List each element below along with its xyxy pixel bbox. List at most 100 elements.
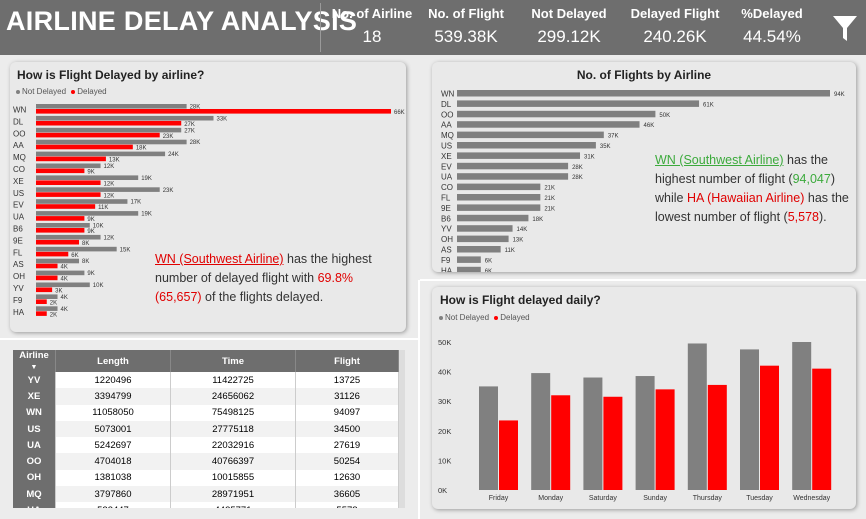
- column-header-flight[interactable]: Flight: [295, 350, 399, 372]
- bar-delayed: [36, 204, 96, 209]
- column-header-length[interactable]: Length: [55, 350, 171, 372]
- table-cell: 24656062: [170, 388, 296, 405]
- data-label: 31K: [584, 154, 595, 160]
- table-scrollbar[interactable]: [399, 350, 405, 508]
- bar: [457, 204, 541, 211]
- axis-tick-label: AA: [13, 141, 24, 150]
- axis-tick-label: Wednesday: [793, 495, 830, 502]
- axis-tick-label: 0K: [438, 486, 447, 495]
- data-label: 12K: [104, 235, 115, 241]
- bar-not-delayed: [36, 115, 214, 121]
- bar-not-delayed: [36, 175, 139, 180]
- bar-delayed: [36, 299, 47, 304]
- bar-not-delayed: [36, 163, 101, 169]
- table-cell: XE: [13, 388, 56, 405]
- bar-delayed: [36, 251, 69, 257]
- kpi-value: 44.54%: [743, 27, 801, 46]
- axis-tick-label: Sunday: [643, 495, 667, 502]
- data-label: 12K: [104, 193, 115, 199]
- data-label: 12K: [104, 164, 115, 170]
- bar: [457, 266, 481, 272]
- bar: [457, 246, 501, 253]
- table-cell: 27775118: [170, 420, 296, 438]
- bar-delayed: [36, 275, 58, 281]
- section-divider: [420, 279, 866, 281]
- data-label: 21K: [544, 206, 555, 212]
- filter-icon[interactable]: [832, 14, 858, 44]
- axis-tick-label: EV: [13, 201, 24, 210]
- flights-insight-note: WN (Southwest Airline) has the highest n…: [655, 151, 851, 227]
- data-label: 24K: [168, 152, 179, 158]
- table-cell: 5242697: [55, 437, 171, 454]
- axis-tick-label: US: [441, 142, 452, 151]
- table-cell: 1381038: [55, 469, 171, 487]
- bar-delayed: [36, 132, 160, 138]
- data-label: 14K: [517, 227, 528, 233]
- bar-delayed: [36, 144, 133, 150]
- data-label: 4K: [61, 295, 68, 301]
- table-cell: 31126: [295, 388, 399, 405]
- data-label: 17K: [130, 200, 141, 206]
- data-label: 6K: [71, 253, 78, 259]
- data-label: 9K: [87, 170, 94, 176]
- data-label: 37K: [608, 134, 619, 140]
- bar-not-delayed: [36, 223, 90, 228]
- axis-tick-label: OO: [441, 110, 453, 119]
- axis-tick-label: FL: [13, 248, 23, 257]
- axis-tick-label: FL: [441, 194, 451, 203]
- axis-tick-label: WN: [13, 106, 27, 115]
- data-label: 11K: [505, 248, 515, 254]
- data-label: 8K: [82, 259, 89, 265]
- bar: [457, 131, 604, 139]
- bar-delayed: [499, 420, 518, 490]
- bar-delayed: [36, 168, 85, 174]
- axis-tick-label: CO: [13, 165, 25, 174]
- column-header-airline[interactable]: Airline ▼: [13, 350, 56, 372]
- table-cell: 11058050: [55, 404, 171, 421]
- data-label: 4K: [61, 265, 68, 271]
- table-row[interactable]: HA52344744357715578: [13, 502, 399, 508]
- table-row[interactable]: WN 11058050 75498125 94097: [13, 404, 399, 421]
- bar-not-delayed: [740, 349, 759, 490]
- table-row[interactable]: US 5073001 27775118 34500: [13, 420, 399, 438]
- table-cell: OO: [13, 453, 56, 470]
- note-text: ).: [818, 210, 827, 224]
- legend-dot-delayed: [71, 89, 76, 94]
- axis-tick-label: UA: [13, 213, 25, 222]
- axis-tick-label: 20K: [438, 427, 451, 436]
- legend-dot-not-delayed: [16, 89, 20, 94]
- note-percent: 69.8%: [317, 271, 354, 285]
- table-cell: US: [13, 420, 56, 438]
- legend-label: Delayed: [500, 313, 530, 322]
- bar-delayed: [551, 395, 571, 490]
- data-label: 19K: [141, 176, 152, 182]
- table-row[interactable]: MQ 3797860 28971951 36605: [13, 486, 399, 503]
- table-cell: 5073001: [55, 420, 171, 438]
- table-row[interactable]: XE 3394799 24656062 31126: [13, 388, 399, 405]
- bar: [457, 183, 541, 191]
- bar-not-delayed: [36, 187, 160, 192]
- axis-tick-label: 30K: [438, 397, 451, 406]
- table-row[interactable]: OO 4704018 40766397 50254: [13, 453, 399, 470]
- column-header-time[interactable]: Time: [170, 350, 296, 372]
- bar-not-delayed: [36, 199, 128, 204]
- table-cell: WN: [13, 404, 56, 421]
- legend-dot-delayed: [494, 315, 499, 320]
- axis-tick-label: OH: [441, 235, 453, 244]
- bar: [457, 152, 581, 159]
- table-cell: MQ: [13, 486, 56, 503]
- bar-not-delayed: [36, 246, 117, 252]
- table-cell: 4435771: [170, 502, 296, 508]
- header-divider: [320, 3, 321, 52]
- data-label: 28K: [190, 105, 201, 111]
- table-row[interactable]: YV 1220496 11422725 13725: [13, 372, 399, 389]
- axis-tick-label: AS: [441, 246, 452, 255]
- section-divider: [418, 280, 420, 519]
- kpi-label: Delayed Flight: [630, 6, 720, 21]
- table-row[interactable]: OH 1381038 10015855 12630: [13, 469, 399, 487]
- bar-delayed: [36, 120, 182, 126]
- table-row[interactable]: UA 5242697 22032916 27619: [13, 437, 399, 454]
- note-text: ) while: [655, 172, 835, 205]
- flights-by-airline-chart: WN 94K DL 61K OO 50K AA 46K MQ 37K US 35K XE 31K EV 28K…: [441, 90, 845, 272]
- data-label: 21K: [544, 186, 555, 192]
